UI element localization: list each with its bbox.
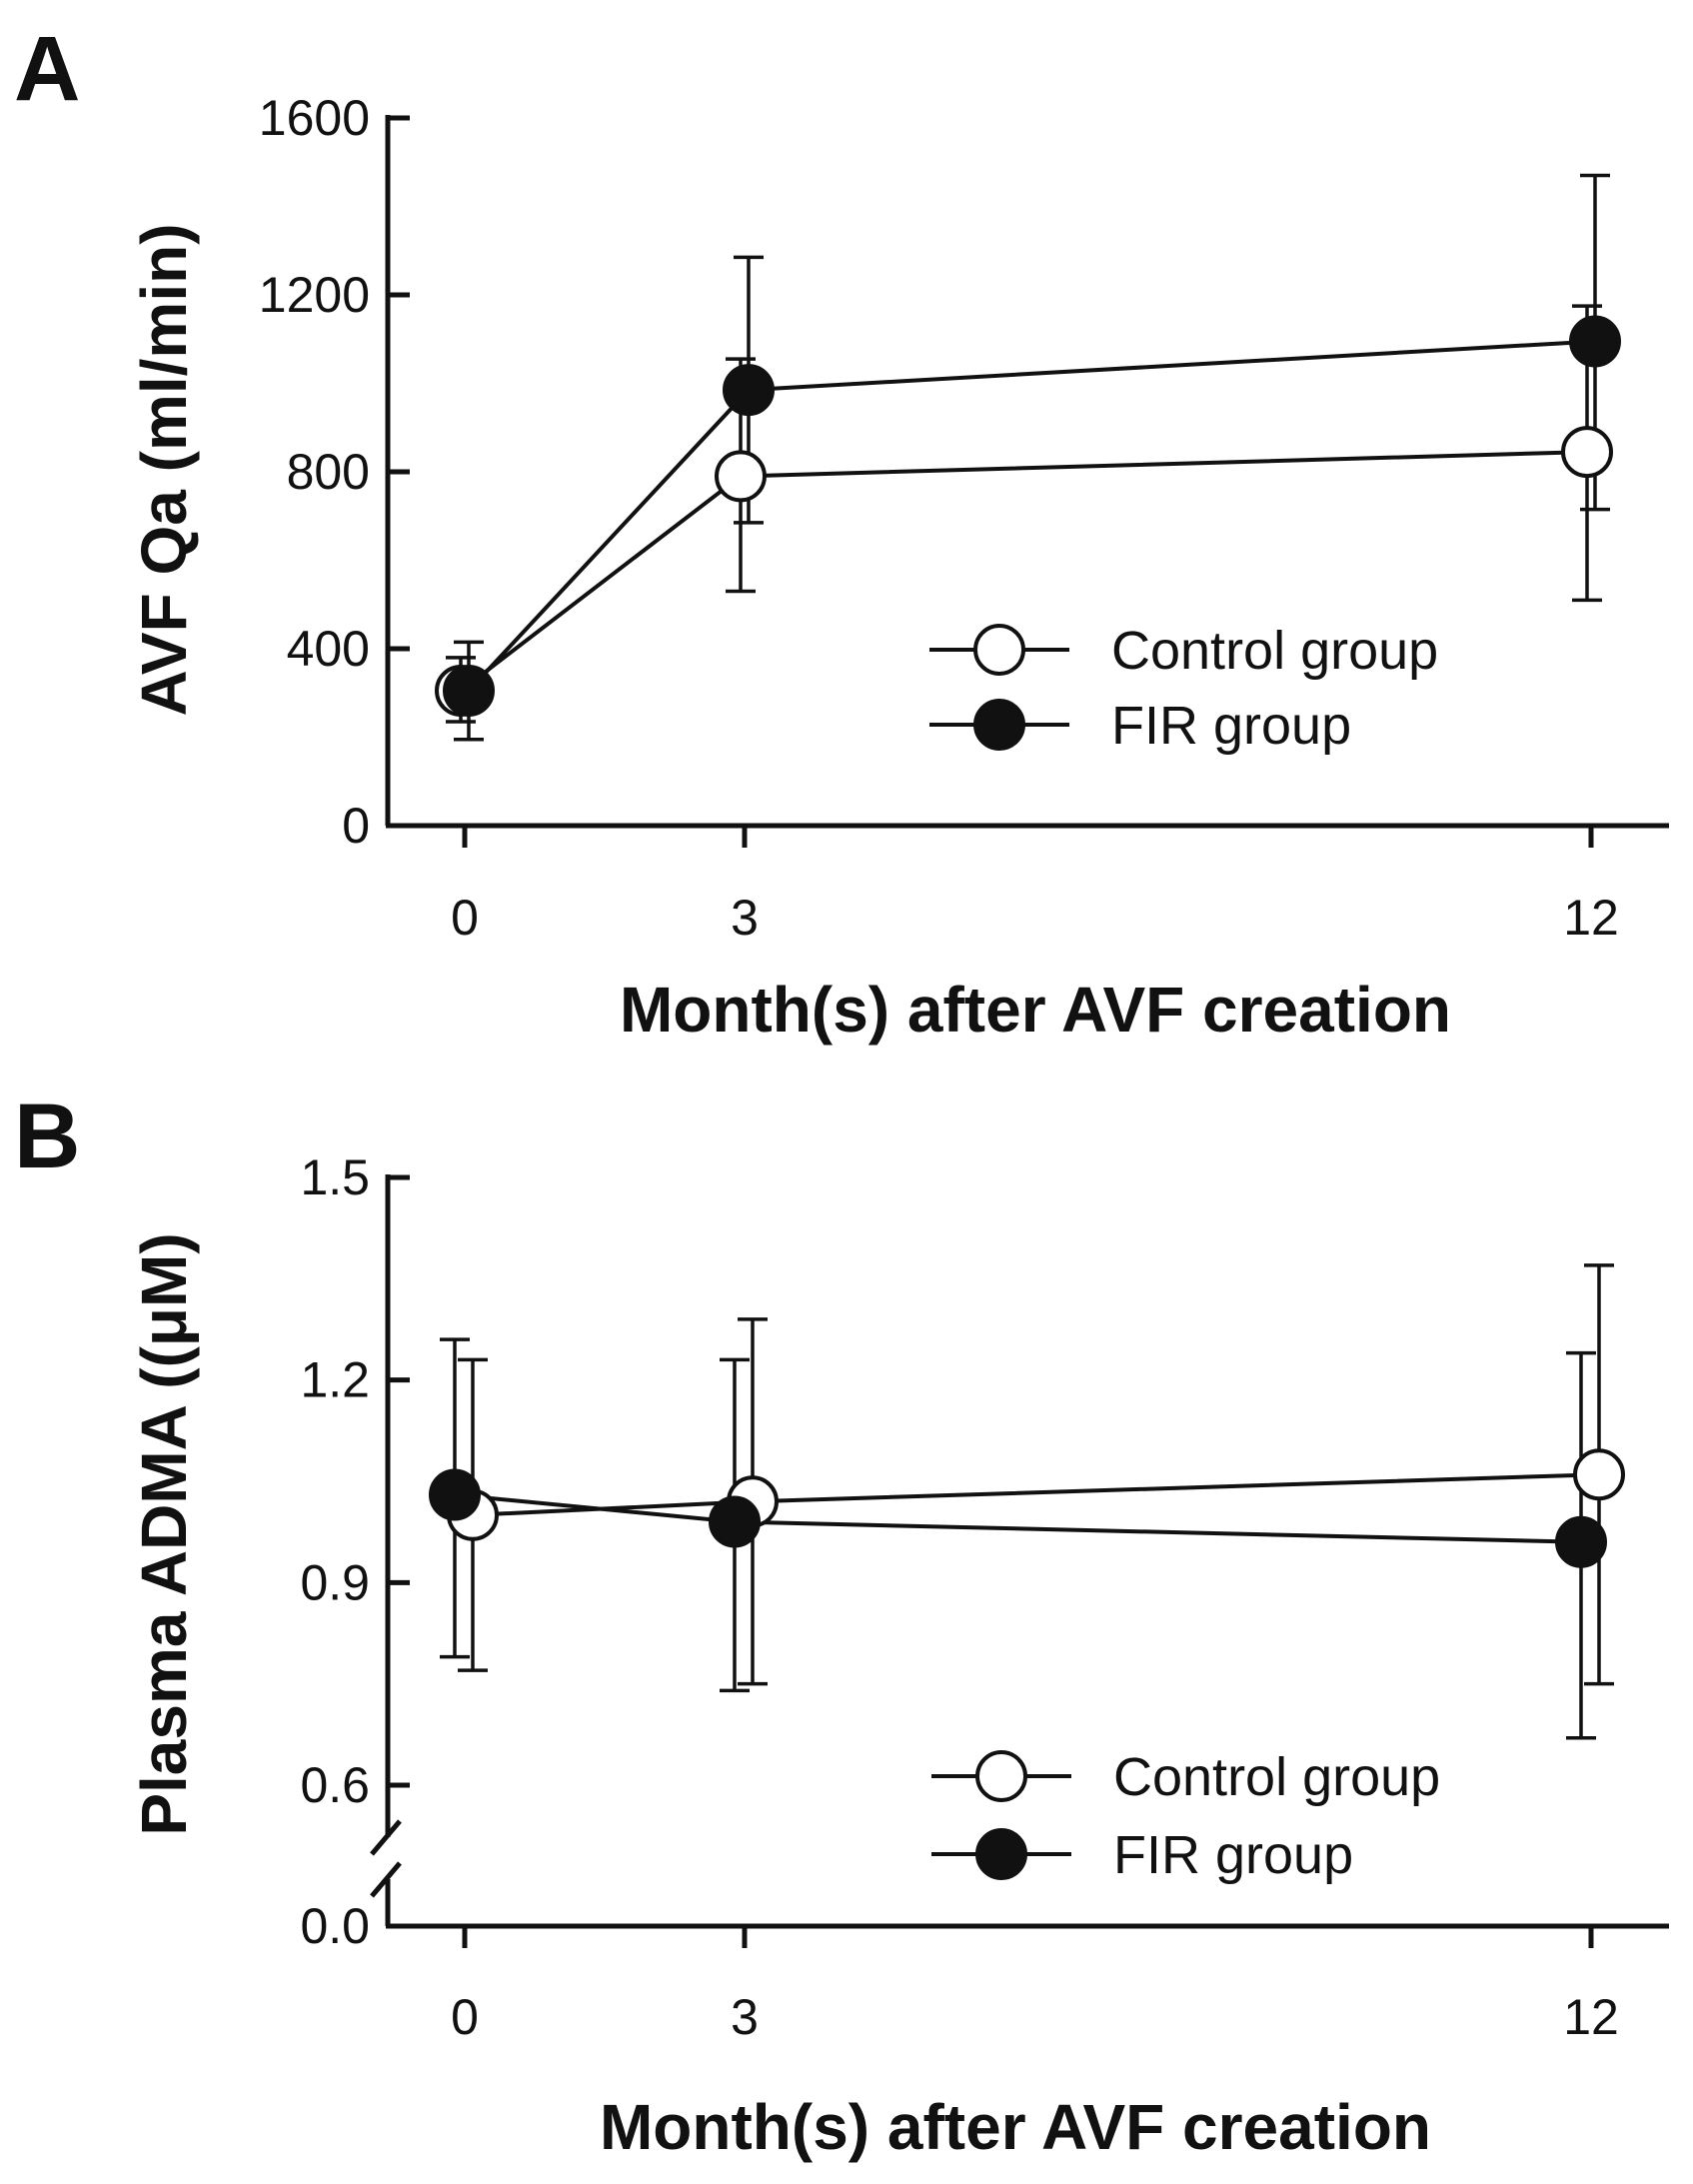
data-point-fir-group bbox=[1555, 1515, 1607, 1568]
x-tick-label: 3 bbox=[731, 890, 759, 946]
data-point-control-group bbox=[1561, 426, 1613, 479]
panel-letter-b: B bbox=[14, 1086, 80, 1187]
legend-marker-fir-group bbox=[973, 699, 1025, 751]
legend-label-fir-group: FIR group bbox=[1113, 1825, 1353, 1885]
legend-label-control-group: Control group bbox=[1111, 621, 1438, 681]
x-tick-label: 0 bbox=[451, 1989, 479, 2045]
y-tick-label: 1.2 bbox=[300, 1352, 370, 1408]
x-tick-label: 12 bbox=[1563, 890, 1619, 946]
y-axis-title-a: AVF Qa (ml/min) bbox=[128, 223, 200, 716]
legend-marker-control-group bbox=[973, 624, 1025, 676]
y-tick-label: 1200 bbox=[259, 267, 370, 323]
y-tick-label: 0 bbox=[342, 798, 370, 854]
x-axis-title-b: Month(s) after AVF creation bbox=[600, 2091, 1431, 2163]
panel-b-plot: 0.0 0.6 0.9 1.2 1.5 0 3 12 Control group FIR grou… bbox=[300, 1149, 1669, 2045]
y-tick-label: 1600 bbox=[259, 90, 370, 146]
panel-a-plot: 0 400 800 1200 1600 0 3 12 Control group FIR grou… bbox=[259, 90, 1669, 946]
series-line-fir-group bbox=[454, 1492, 1582, 1544]
y-axis-title-b: Plasma ADMA ((μM) bbox=[128, 1232, 200, 1835]
data-point-fir-group bbox=[723, 364, 775, 417]
x-tick-label: 3 bbox=[731, 1989, 759, 2045]
y-tick-label: 0.0 bbox=[300, 1898, 370, 1954]
legend-label-fir-group: FIR group bbox=[1111, 696, 1351, 756]
series-line-control-group bbox=[472, 1472, 1600, 1517]
y-tick-label: 0.6 bbox=[300, 1757, 370, 1813]
data-point-fir-group bbox=[443, 665, 495, 718]
legend-label-control-group: Control group bbox=[1113, 1747, 1440, 1807]
y-tick-label: 800 bbox=[287, 444, 370, 500]
data-point-fir-group bbox=[1569, 315, 1621, 368]
data-point-fir-group bbox=[709, 1495, 761, 1548]
data-point-control-group bbox=[715, 450, 767, 503]
axis-break-mark-upper bbox=[370, 1819, 402, 1856]
legend-marker-fir-group bbox=[975, 1828, 1027, 1880]
y-tick-label: 400 bbox=[287, 621, 370, 677]
data-point-control-group bbox=[1573, 1448, 1625, 1501]
x-tick-label: 0 bbox=[451, 890, 479, 946]
panel-letter-a: A bbox=[14, 18, 80, 120]
axis-break-mark-lower bbox=[370, 1861, 402, 1898]
y-tick-label: 1.5 bbox=[300, 1149, 370, 1205]
legend-marker-control-group bbox=[975, 1750, 1027, 1802]
y-tick-label: 0.9 bbox=[300, 1554, 370, 1610]
x-tick-label: 12 bbox=[1563, 1989, 1619, 2045]
x-axis-title-a: Month(s) after AVF creation bbox=[620, 974, 1451, 1046]
data-point-fir-group bbox=[429, 1468, 481, 1521]
